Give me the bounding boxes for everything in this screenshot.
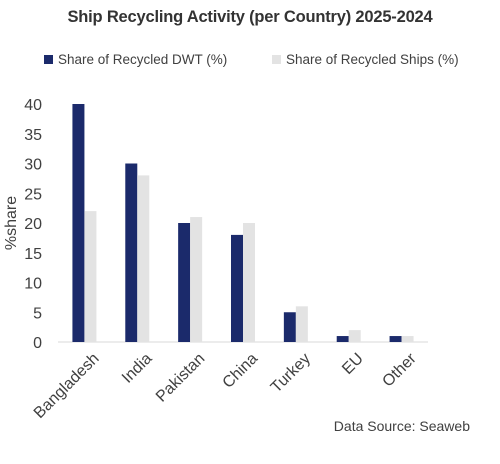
bar-dwt [125, 163, 138, 342]
legend-item-ships: Share of Recycled Ships (%) [272, 52, 459, 67]
bar-dwt [389, 336, 402, 342]
y-tick-label: 15 [24, 246, 42, 263]
bar-dwt [231, 234, 243, 342]
legend-label-dwt: Share of Recycled DWT (%) [58, 52, 228, 67]
chart-title: Ship Recycling Activity (per Country) 20… [67, 8, 433, 26]
x-tick-label: Other [379, 350, 420, 391]
bar-ships [84, 211, 97, 342]
y-tick-label: 35 [24, 127, 42, 144]
legend-swatch-dwt [44, 55, 53, 64]
y-tick-label: 0 [33, 335, 42, 352]
y-tick-label: 30 [24, 157, 42, 174]
legend-label-ships: Share of Recycled Ships (%) [286, 52, 459, 67]
bar-ships [295, 306, 308, 342]
x-tick-label: Turkey [268, 350, 314, 396]
legend-item-dwt: Share of Recycled DWT (%) [44, 52, 227, 67]
bar-ships [348, 330, 361, 342]
bar-dwt [72, 104, 85, 342]
chart-legend: Share of Recycled DWT (%) Share of Recyc… [0, 52, 500, 72]
y-tick-label: 10 [24, 276, 42, 293]
y-tick-label: 20 [24, 216, 42, 233]
x-tick-label: India [119, 350, 156, 387]
legend-swatch-ships [272, 55, 281, 64]
y-axis-label: %share [3, 196, 20, 250]
x-tick-label: EU [339, 350, 367, 378]
x-tick-label: China [220, 350, 262, 392]
bar-dwt [283, 312, 296, 342]
data-source-note: Data Source: Seaweb [333, 418, 470, 434]
x-tick-label: Bangladesh [31, 350, 103, 422]
y-tick-label: 40 [24, 97, 42, 114]
bar-ships [401, 336, 414, 342]
bar-ships [243, 223, 255, 342]
bar-ships [190, 217, 203, 342]
bar-dwt [178, 223, 191, 342]
y-tick-label: 25 [24, 186, 42, 203]
bar-ships [137, 175, 150, 342]
x-tick-label: Pakistan [153, 350, 208, 405]
bar-dwt [336, 336, 349, 342]
y-tick-label: 5 [33, 305, 42, 322]
